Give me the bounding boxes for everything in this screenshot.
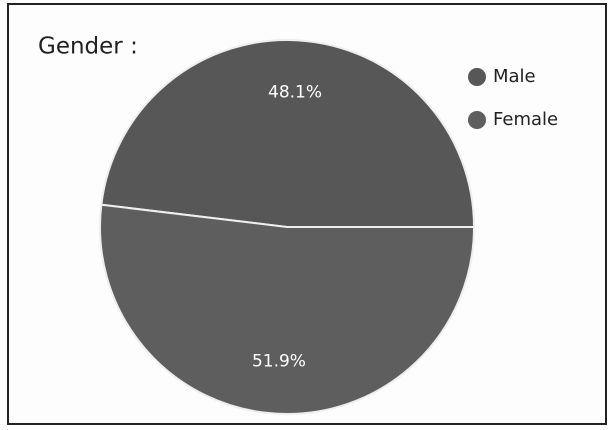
data-label: 51.9% bbox=[252, 351, 306, 371]
legend-label: Female bbox=[493, 109, 558, 130]
pie-slice bbox=[99, 203, 476, 416]
pie-slice bbox=[100, 39, 476, 228]
legend-swatch bbox=[468, 111, 486, 129]
legend-label: Male bbox=[493, 66, 536, 87]
data-label: 48.1% bbox=[268, 83, 322, 103]
legend-swatch bbox=[468, 68, 486, 86]
chart-title: Gender : bbox=[38, 34, 138, 60]
